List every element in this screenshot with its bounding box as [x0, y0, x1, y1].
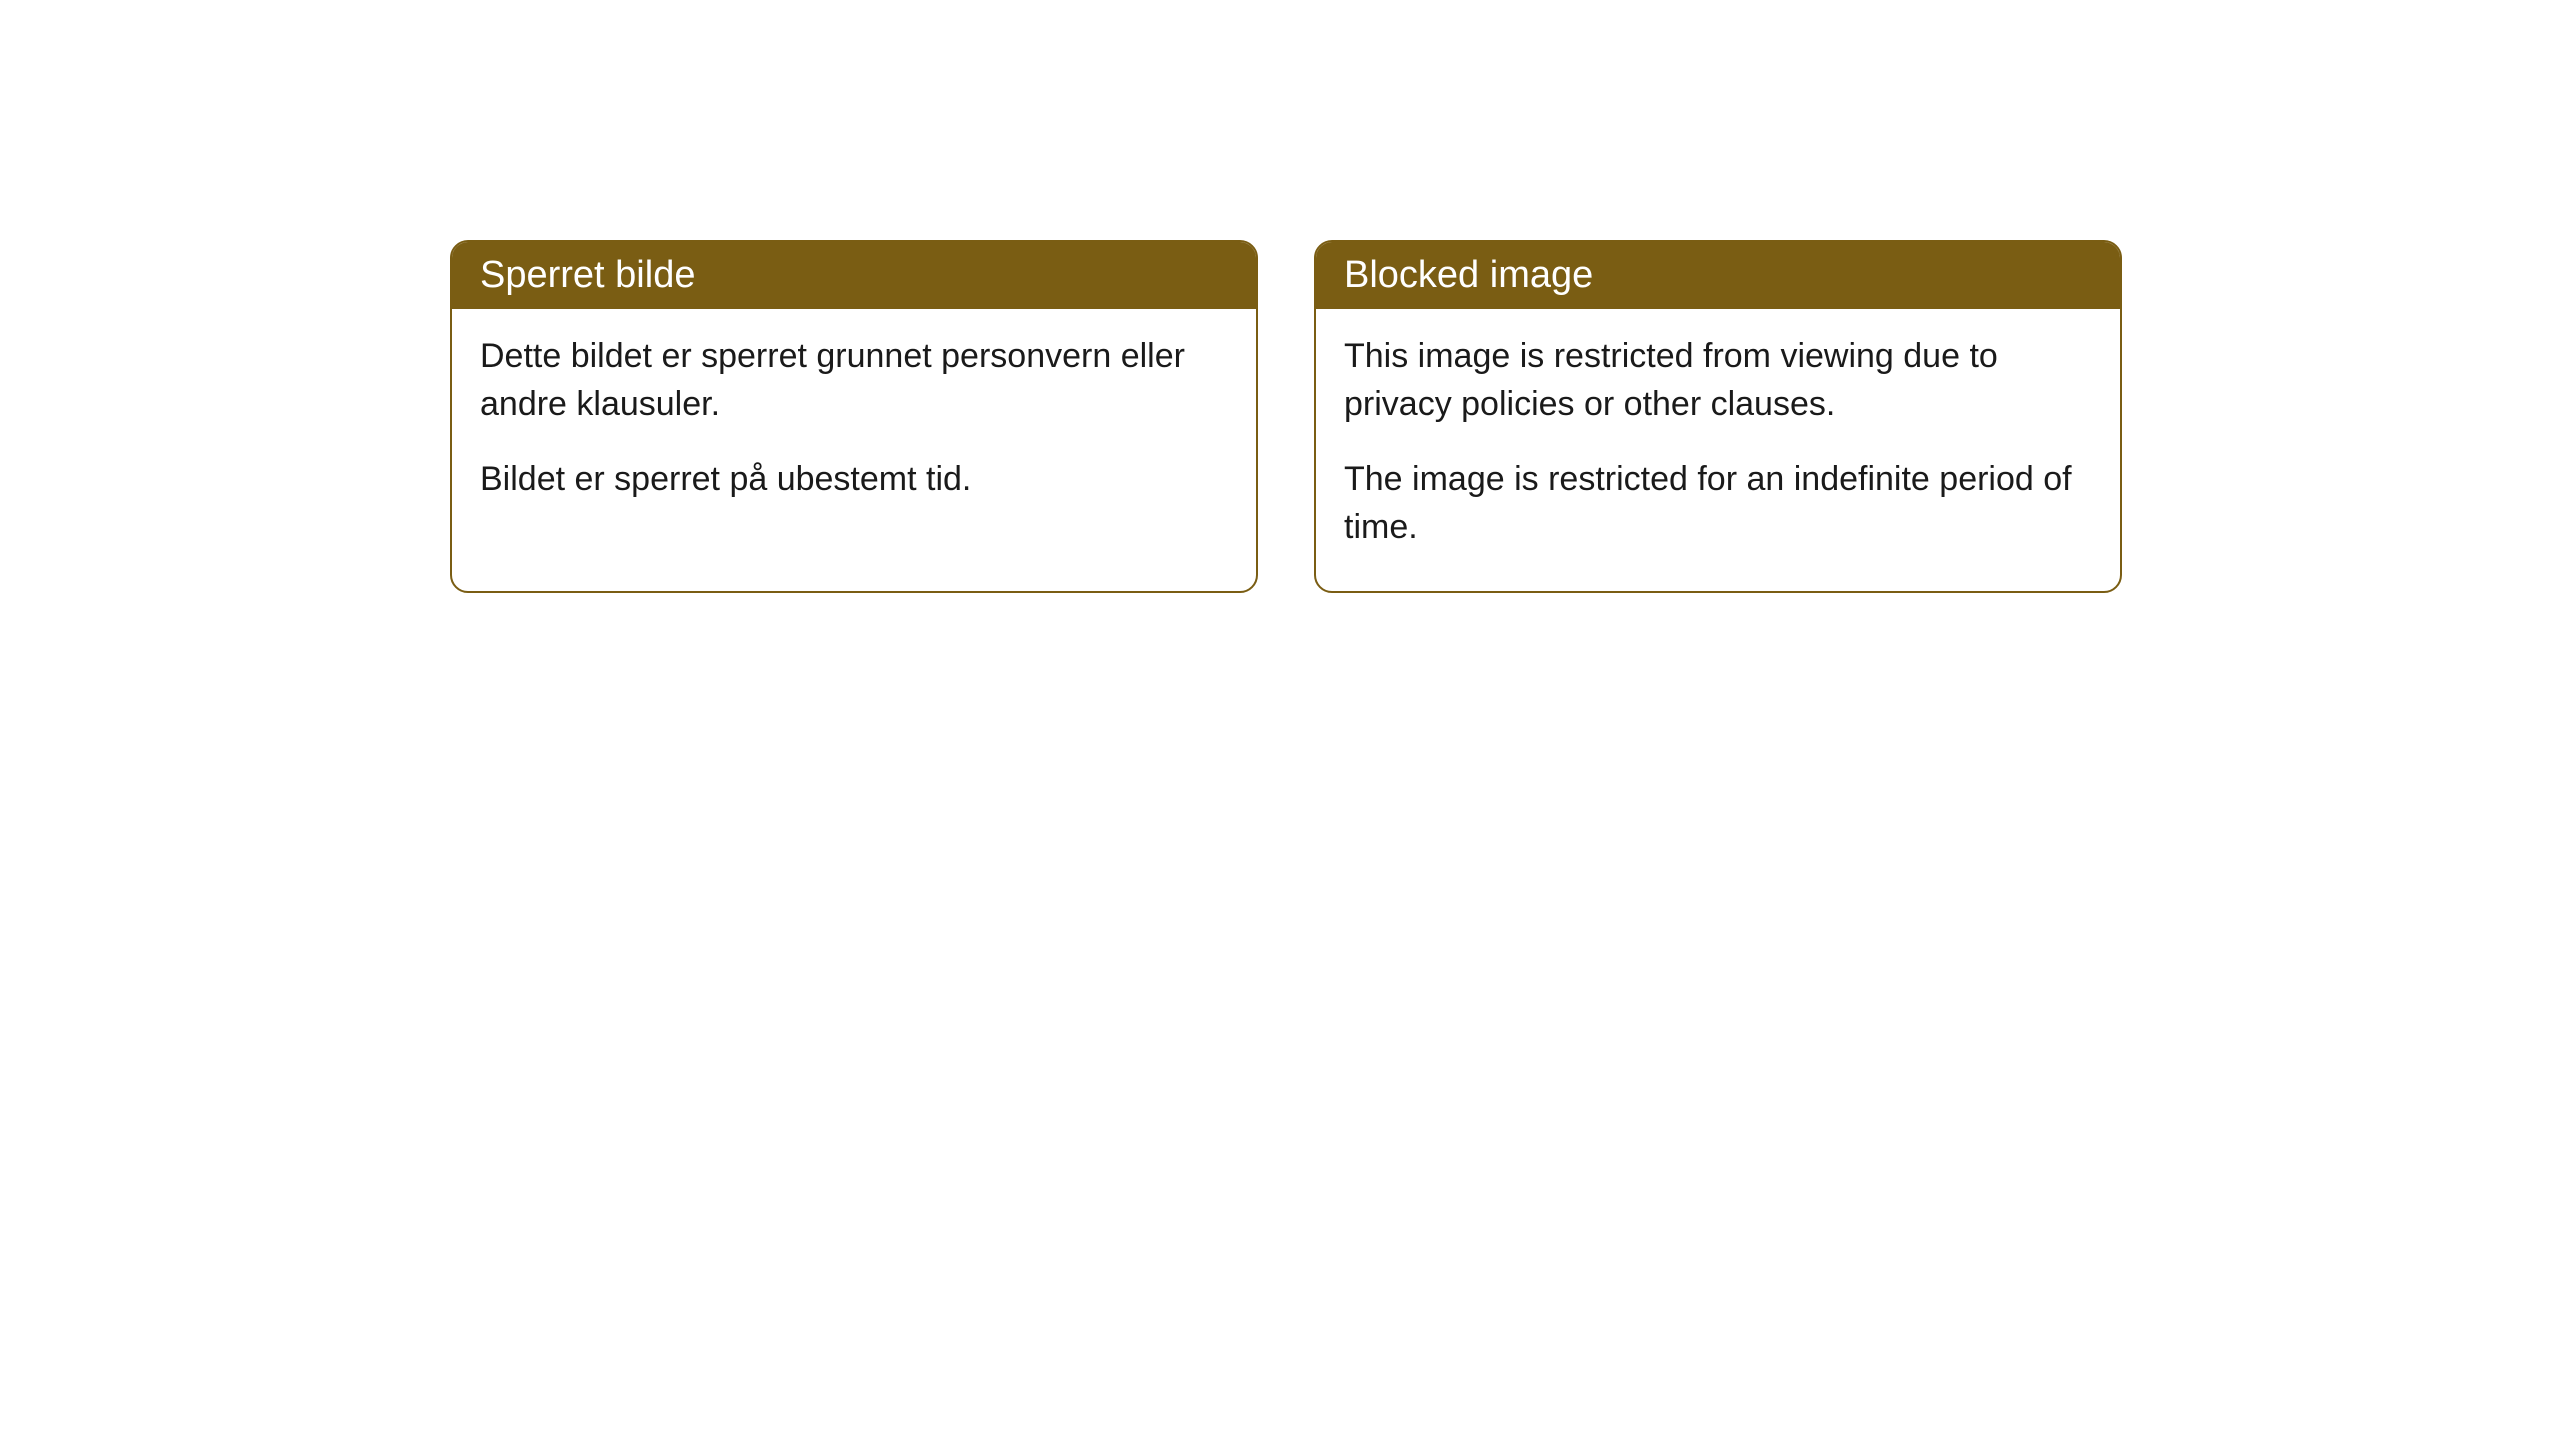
card-paragraph-1: This image is restricted from viewing du…: [1344, 333, 2092, 428]
card-paragraph-1: Dette bildet er sperret grunnet personve…: [480, 333, 1228, 428]
card-body-english: This image is restricted from viewing du…: [1316, 309, 2120, 591]
card-header-english: Blocked image: [1316, 242, 2120, 309]
notice-cards-container: Sperret bilde Dette bildet er sperret gr…: [450, 240, 2122, 593]
blocked-image-card-english: Blocked image This image is restricted f…: [1314, 240, 2122, 593]
card-paragraph-2: Bildet er sperret på ubestemt tid.: [480, 456, 1228, 504]
card-body-norwegian: Dette bildet er sperret grunnet personve…: [452, 309, 1256, 544]
blocked-image-card-norwegian: Sperret bilde Dette bildet er sperret gr…: [450, 240, 1258, 593]
card-title: Sperret bilde: [480, 254, 695, 296]
card-title: Blocked image: [1344, 254, 1593, 296]
card-paragraph-2: The image is restricted for an indefinit…: [1344, 456, 2092, 551]
card-header-norwegian: Sperret bilde: [452, 242, 1256, 309]
